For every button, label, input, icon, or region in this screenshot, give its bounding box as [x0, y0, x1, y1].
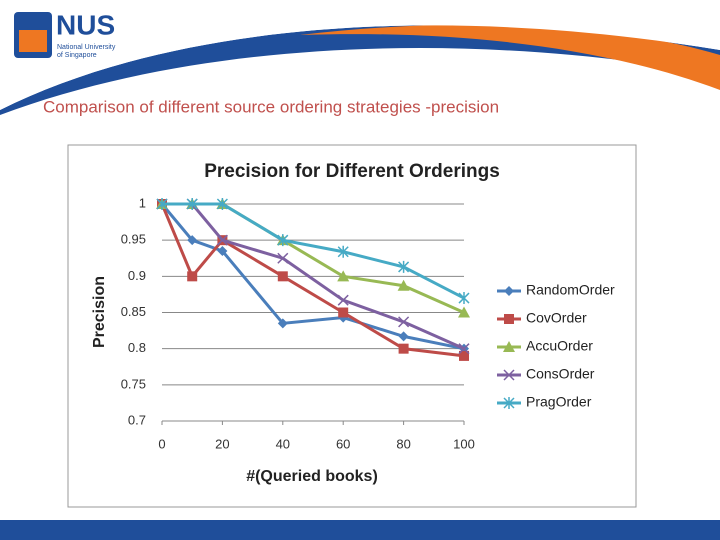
y-tick-label: 0.75 [121, 376, 146, 391]
slide-title: Comparison of different source ordering … [43, 97, 499, 116]
logo-line: of Singapore [57, 52, 97, 59]
y-tick-label: 0.7 [128, 412, 146, 427]
marker [503, 341, 515, 352]
marker [277, 271, 288, 282]
x-axis-label: #(Queried books) [246, 468, 378, 485]
legend-label: CovOrder [526, 310, 587, 326]
marker [337, 245, 349, 258]
x-tick-label: 100 [453, 436, 475, 451]
marker [277, 252, 289, 264]
y-tick-label: 0.95 [121, 232, 146, 247]
y-tick-label: 1 [139, 195, 146, 210]
marker [458, 343, 470, 355]
marker [217, 246, 228, 257]
legend-label: RandomOrder [526, 282, 615, 298]
header-swoosh-blue [0, 25, 720, 115]
marker [398, 260, 410, 273]
y-tick-label: 0.85 [121, 304, 146, 319]
marker [398, 343, 409, 354]
marker [337, 270, 350, 282]
footer-band [0, 520, 720, 540]
marker [156, 198, 168, 210]
x-tick-label: 0 [158, 436, 165, 451]
x-tick-label: 80 [396, 436, 410, 451]
marker [338, 307, 349, 318]
marker [504, 286, 514, 296]
marker [216, 234, 228, 246]
marker [186, 198, 198, 210]
marker [397, 279, 410, 291]
marker [337, 294, 349, 306]
marker [458, 306, 470, 318]
y-axis-label: Precision [91, 276, 108, 348]
header-white [0, 0, 720, 110]
marker [187, 235, 198, 246]
marker [277, 318, 288, 329]
marker [277, 234, 289, 247]
marker [458, 292, 470, 305]
y-tick-label: 0.8 [128, 340, 146, 355]
legend-label: AccuOrder [526, 338, 593, 354]
header-swoosh-orange [300, 24, 720, 90]
legend-label: PragOrder [526, 394, 592, 410]
legend-label: ConsOrder [526, 366, 595, 382]
logo-text: NUS [56, 9, 115, 40]
logo-crest-inner [19, 30, 47, 52]
chart-title: Precision for Different Orderings [204, 161, 500, 182]
x-tick-label: 60 [336, 436, 350, 451]
marker [503, 369, 515, 381]
chart-frame [67, 144, 637, 508]
y-tick-label: 0.9 [128, 268, 146, 283]
marker [459, 350, 469, 361]
marker [216, 198, 228, 210]
marker [503, 397, 515, 409]
x-tick-label: 40 [276, 436, 290, 451]
plot: 0.7 0.75 0.8 0.85 0.9 0.95 1 0 20 40 60 80 100 Random… [121, 195, 615, 451]
marker [504, 314, 514, 324]
logo-line: National University [57, 44, 116, 51]
x-tick-label: 20 [215, 436, 229, 451]
marker [398, 331, 409, 342]
marker [187, 271, 198, 282]
marker [398, 316, 410, 328]
